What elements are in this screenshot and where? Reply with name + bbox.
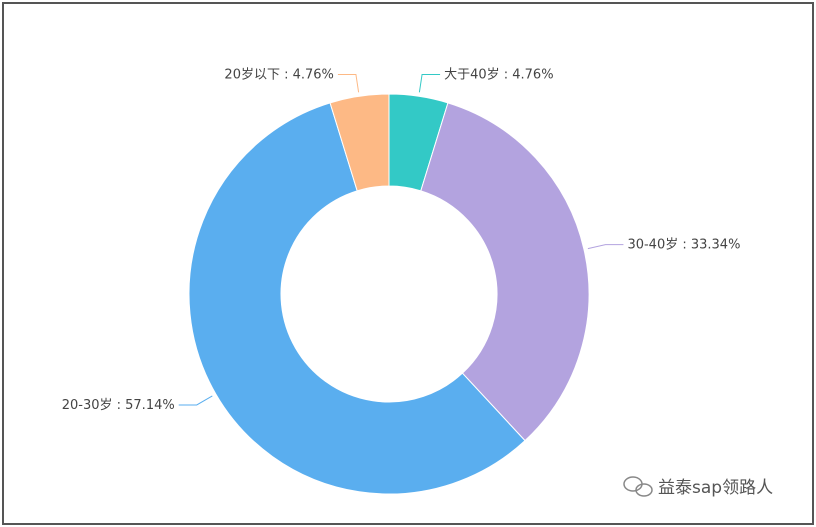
slice-value: : 4.76% (500, 67, 554, 82)
leader-line (178, 395, 213, 406)
slice-label: 30-40岁 : 33.34% (627, 237, 740, 252)
slice-name: 20-30岁 (62, 397, 113, 412)
slice-name: 30-40岁 (627, 237, 678, 252)
watermark: 益泰sap领路人 (658, 478, 773, 498)
leader-line (337, 73, 360, 93)
slice-value: : 4.76% (280, 67, 334, 82)
leader-line (418, 73, 441, 93)
slice-label: 大于40岁 : 4.76% (444, 67, 553, 82)
donut-slice (188, 102, 526, 495)
donut-slice (329, 93, 390, 192)
slice-label: 20岁以下 : 4.76% (224, 67, 334, 82)
wechat-icon (623, 476, 653, 497)
slice-value: : 33.34% (678, 237, 740, 252)
leader-line (587, 244, 624, 250)
slice-name: 20岁以下 (224, 67, 280, 82)
slice-name: 大于40岁 (444, 67, 500, 82)
donut-slice (420, 102, 590, 442)
slice-label: 20-30岁 : 57.14% (62, 397, 175, 412)
slice-value: : 57.14% (113, 397, 175, 412)
